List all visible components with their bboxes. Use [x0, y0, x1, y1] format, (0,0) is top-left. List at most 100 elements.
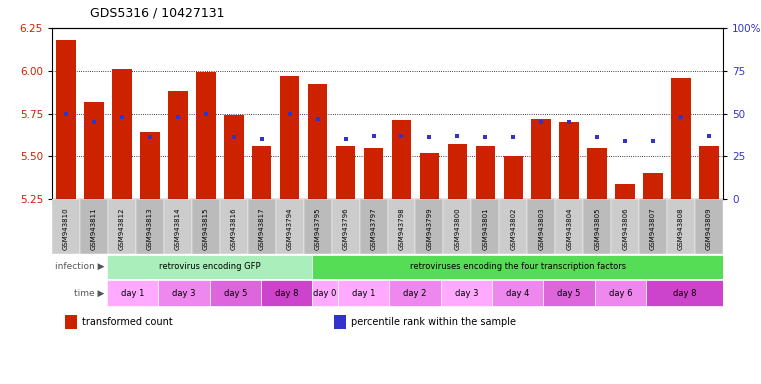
Bar	[695, 199, 723, 254]
Bar	[107, 255, 312, 278]
Text: GSM943804: GSM943804	[566, 207, 572, 250]
Text: GDS5316 / 10427131: GDS5316 / 10427131	[90, 7, 224, 20]
Bar	[107, 280, 158, 306]
Text: day 1: day 1	[352, 288, 375, 298]
Bar	[210, 280, 261, 306]
Bar	[504, 156, 523, 199]
Bar	[252, 146, 272, 199]
Text: GSM943814: GSM943814	[175, 207, 181, 250]
Bar	[80, 199, 108, 254]
Bar	[84, 101, 103, 199]
Text: GSM943810: GSM943810	[63, 207, 69, 250]
Bar	[275, 199, 304, 254]
Bar	[56, 40, 76, 199]
Text: GSM943807: GSM943807	[650, 207, 656, 250]
Text: infection ▶: infection ▶	[55, 262, 104, 271]
Text: GSM943806: GSM943806	[622, 207, 628, 250]
Text: day 8: day 8	[673, 288, 696, 298]
Bar	[224, 115, 244, 199]
Bar	[527, 199, 556, 254]
Bar	[699, 146, 719, 199]
Bar	[65, 315, 78, 329]
Bar	[312, 280, 338, 306]
Text: transformed count: transformed count	[82, 317, 173, 327]
Text: GSM943802: GSM943802	[511, 207, 516, 250]
Text: retrovirus encoding GFP: retrovirus encoding GFP	[159, 262, 260, 271]
Bar	[441, 280, 492, 306]
Bar	[639, 199, 667, 254]
Bar	[611, 199, 639, 254]
Bar	[499, 199, 527, 254]
Bar	[643, 173, 663, 199]
Bar	[559, 122, 579, 199]
Bar	[667, 199, 695, 254]
Bar	[583, 199, 611, 254]
Bar	[471, 199, 499, 254]
Bar	[444, 199, 471, 254]
Text: day 5: day 5	[557, 288, 581, 298]
Bar	[168, 91, 188, 199]
Bar	[616, 184, 635, 199]
Text: GSM943803: GSM943803	[538, 207, 544, 250]
Bar	[307, 84, 327, 199]
Bar	[192, 199, 220, 254]
Text: GSM943795: GSM943795	[314, 207, 320, 250]
Bar	[364, 148, 384, 199]
Text: day 3: day 3	[454, 288, 478, 298]
Bar	[671, 78, 691, 199]
Bar	[447, 144, 467, 199]
Bar	[304, 199, 332, 254]
Text: GSM943805: GSM943805	[594, 207, 600, 250]
Bar	[387, 199, 416, 254]
Bar	[334, 315, 346, 329]
Text: GSM943799: GSM943799	[426, 207, 432, 250]
Text: GSM943817: GSM943817	[259, 207, 265, 250]
Bar	[196, 73, 215, 199]
Text: GSM943813: GSM943813	[147, 207, 153, 250]
Bar	[543, 280, 594, 306]
Text: GSM943800: GSM943800	[454, 207, 460, 250]
Bar	[492, 280, 543, 306]
Bar	[531, 119, 551, 199]
Text: GSM943801: GSM943801	[482, 207, 489, 250]
Text: GSM943796: GSM943796	[342, 207, 349, 250]
Bar	[136, 199, 164, 254]
Bar	[108, 199, 136, 254]
Text: time ▶: time ▶	[74, 288, 104, 298]
Bar	[164, 199, 192, 254]
Text: day 2: day 2	[403, 288, 427, 298]
Bar	[261, 280, 312, 306]
Bar	[587, 148, 607, 199]
Text: GSM943816: GSM943816	[231, 207, 237, 250]
Text: day 6: day 6	[609, 288, 632, 298]
Bar	[359, 199, 387, 254]
Text: GSM943794: GSM943794	[287, 207, 293, 250]
Bar	[158, 280, 210, 306]
Text: GSM943798: GSM943798	[399, 207, 405, 250]
Bar	[594, 280, 646, 306]
Text: GSM943811: GSM943811	[91, 207, 97, 250]
Bar	[140, 132, 160, 199]
Bar	[392, 120, 411, 199]
Bar	[332, 199, 359, 254]
Text: GSM943797: GSM943797	[371, 207, 377, 250]
Bar	[52, 199, 80, 254]
Text: day 8: day 8	[275, 288, 298, 298]
Bar	[390, 280, 441, 306]
Bar	[220, 199, 248, 254]
Bar	[312, 255, 723, 278]
Bar	[416, 199, 444, 254]
Bar	[646, 280, 723, 306]
Text: GSM943808: GSM943808	[678, 207, 684, 250]
Text: day 3: day 3	[172, 288, 196, 298]
Text: GSM943815: GSM943815	[202, 207, 209, 250]
Text: day 1: day 1	[121, 288, 145, 298]
Text: GSM943812: GSM943812	[119, 207, 125, 250]
Bar	[112, 69, 132, 199]
Bar	[280, 76, 299, 199]
Text: percentile rank within the sample: percentile rank within the sample	[351, 317, 516, 327]
Text: day 4: day 4	[506, 288, 530, 298]
Bar	[476, 146, 495, 199]
Bar	[338, 280, 390, 306]
Bar	[556, 199, 583, 254]
